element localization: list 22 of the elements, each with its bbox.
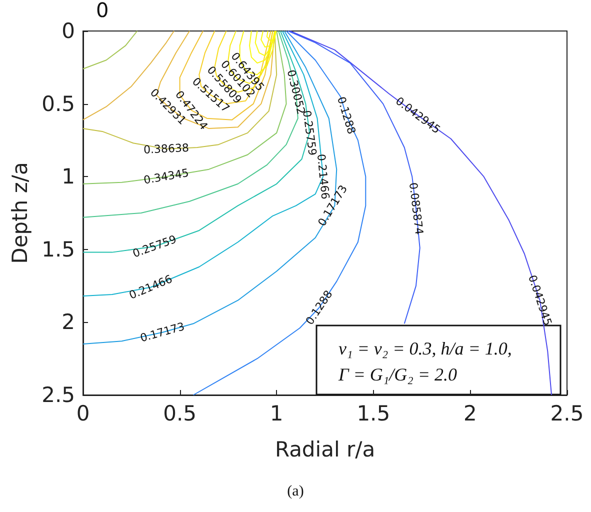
x-tick-label: 2: [464, 402, 477, 426]
annotation: 0.34345: [142, 166, 190, 187]
annotation: 0.085874: [406, 182, 426, 236]
x-tick-label: 2.5: [550, 402, 584, 426]
x-tick-label: 1: [270, 402, 284, 426]
x-tick-label: 1.5: [356, 402, 390, 426]
y-tick-label: 2.5: [42, 383, 75, 407]
x-axis-title: Radial r/a: [274, 438, 376, 462]
y-tick-label: 0.5: [42, 92, 75, 116]
annotation: 0.38638: [143, 141, 190, 156]
x-tick-label: 0: [76, 402, 90, 426]
annotation: Γ = G₁/G₂ = 2.0: [338, 364, 458, 384]
y-axis-title: Depth z/a: [8, 162, 32, 264]
annotation: 0.1288: [334, 95, 358, 136]
y-tick-label: 1: [62, 164, 75, 189]
x-tick-label: 0.5: [163, 402, 197, 426]
text: (a): [287, 484, 304, 500]
y-tick-label: 1.5: [42, 237, 75, 262]
y-tick-label: 2: [62, 310, 75, 334]
annotation: ν₁ = ν₂ = 0.3, h/a = 1.0,: [338, 338, 512, 358]
y-tick-label: 0: [62, 19, 75, 43]
text: 0: [96, 0, 109, 22]
